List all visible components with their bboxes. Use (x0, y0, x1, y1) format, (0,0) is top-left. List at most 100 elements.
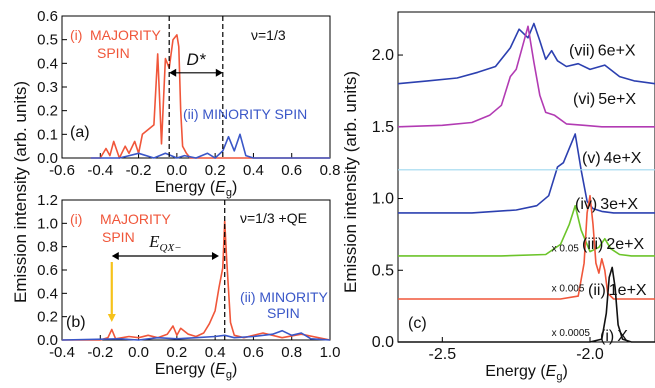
series-label-text: X (617, 328, 628, 345)
majority-index: (i) (70, 27, 82, 43)
left-ylabel: Emission intensity (arb. units) (11, 81, 30, 303)
ytick-label: 0.2 (37, 103, 58, 120)
xtick-label: -0.6 (49, 162, 75, 179)
ytick-label: 0.8 (37, 239, 58, 256)
series-label-text: 1e+X (609, 282, 647, 299)
right-ylabel: Emission intensity (arb. units) (341, 71, 360, 293)
xtick-label: 0.2 (166, 344, 187, 361)
xtick-label: -0.4 (49, 344, 75, 361)
gap-label: EQX− (148, 232, 181, 254)
ytick-label: 0.0 (37, 332, 58, 349)
xtick-label: 1.0 (320, 344, 341, 361)
ytick-label: 0.4 (37, 55, 58, 72)
panel-c: 0.0 0.5 1.0 1.5 2.0 -2.5 -2.0 Energy (Eg) (vii) 6… (372, 11, 655, 383)
series-line-0 (62, 220, 331, 341)
ytick-label: 0.3 (37, 79, 58, 96)
ytick-label: 1.0 (37, 215, 58, 232)
series-label-index: (ii) (588, 282, 606, 299)
scale-label: x 0.05 (552, 243, 580, 254)
minority-label: (ii) MINORITY SPIN (183, 106, 307, 122)
series-label-5: (ii) 1e+X (588, 282, 647, 299)
yellow-arrow-head (107, 314, 116, 322)
xlabel: Energy (Eg) (485, 363, 568, 383)
ytick-label: 0.6 (37, 262, 58, 279)
series-label-text: 5e+X (598, 91, 636, 108)
majority-label-2: SPIN (102, 229, 135, 245)
series-label-6: (i) X (600, 328, 628, 345)
gap-label: D* (187, 50, 207, 69)
series-line-5 (398, 194, 655, 300)
xlabel: Energy (Eg) (155, 179, 238, 199)
series-line-1 (397, 25, 655, 128)
ytick-label: 1.0 (372, 191, 394, 208)
ytick-label: 0.5 (37, 32, 58, 49)
scale-label: x 0.005 (552, 283, 585, 294)
xlabel: Energy (Eg) (155, 361, 238, 381)
xtick-label: 0.6 (243, 344, 264, 361)
ytick-label: 0.2 (37, 309, 58, 326)
series-label-4: (iii) 2e+X (582, 236, 644, 253)
xlabel-symbol: E (215, 361, 226, 378)
xtick-label: 0.8 (281, 344, 302, 361)
series-label-0: (vii) 6e+X (569, 42, 636, 59)
xtick-label: -2.0 (576, 346, 604, 363)
series-line-2 (398, 133, 655, 214)
ytick-label: 0.1 (37, 126, 58, 143)
ytick-label: 2.0 (372, 47, 394, 64)
series-line-1 (61, 329, 331, 341)
gap-arrow-right (215, 68, 223, 77)
panel-label: (b) (66, 314, 86, 331)
xtick-label: -2.5 (429, 346, 457, 363)
series-label-index: (iv) (575, 196, 597, 213)
series-label-index: (iii) (582, 236, 603, 253)
series-line-1 (90, 133, 330, 159)
series-label-text: 4e+X (604, 150, 642, 167)
xtick-label: 0.8 (320, 162, 341, 179)
xtick-label: 0.4 (205, 344, 226, 361)
ytick-label: 1.2 (37, 192, 58, 209)
xtick-label: -0.2 (87, 344, 113, 361)
panel-label: (c) (408, 315, 427, 332)
majority-index: (i) (70, 211, 82, 227)
ytick-label: 1.5 (372, 119, 394, 136)
xtick-label: 0.0 (166, 162, 187, 179)
series-label-text: 3e+X (600, 196, 638, 213)
filling-annotation: ν=1/3 (251, 27, 286, 43)
xtick-label: 0.2 (205, 162, 226, 179)
series-line-0 (397, 22, 655, 85)
ytick-label: 0.6 (37, 8, 58, 25)
series-label-text: 6e+X (598, 42, 636, 59)
gap-arrow-right (211, 252, 219, 260)
series-label-index: (v) (582, 150, 601, 167)
panel-label: (a) (70, 124, 90, 141)
gap-arrow-left (111, 252, 119, 260)
ytick-label: 0.4 (37, 285, 58, 302)
xtick-label: 0.0 (128, 344, 149, 361)
panel-b: 0.0 0.2 0.4 0.6 0.8 1.0 1.2 -0.4 -0.2 0.0 0.2 0.4 0.… (37, 192, 340, 381)
xlabel-close: ) (562, 363, 567, 380)
panel-a: 0.0 0.1 0.2 0.3 0.4 0.5 0.6 -0.6 -0.4 -0.2 0.0 0.2 0… (37, 8, 340, 199)
xlabel-sub: g (226, 369, 232, 381)
ytick-label: 0.0 (37, 150, 58, 167)
xlabel-symbol: E (546, 363, 557, 380)
series-label-index: (vii) (569, 42, 595, 59)
ytick-label: 0.5 (372, 262, 394, 279)
xtick-label: 0.4 (243, 162, 264, 179)
series-line-6 (398, 266, 655, 343)
minority-label-1: (ii) MINORITY (240, 289, 329, 305)
xtick-label: -0.4 (87, 162, 113, 179)
xlabel-symbol: E (215, 179, 226, 196)
xlabel-sub: g (556, 371, 562, 383)
series-label-2: (v) 4e+X (582, 150, 642, 167)
series-label-3: (iv) 3e+X (575, 196, 638, 213)
gap-label-symbol: E (148, 232, 160, 251)
series-label-index: (vi) (573, 91, 595, 108)
series-label-text: 2e+X (606, 236, 644, 253)
xlabel-close: ) (232, 179, 237, 196)
series-line-0 (90, 34, 330, 159)
ytick-label: 0.0 (372, 334, 394, 351)
minority-label-2: SPIN (267, 305, 300, 321)
majority-label-1: MAJORITY (90, 27, 161, 43)
gap-arrow-left (169, 68, 177, 77)
